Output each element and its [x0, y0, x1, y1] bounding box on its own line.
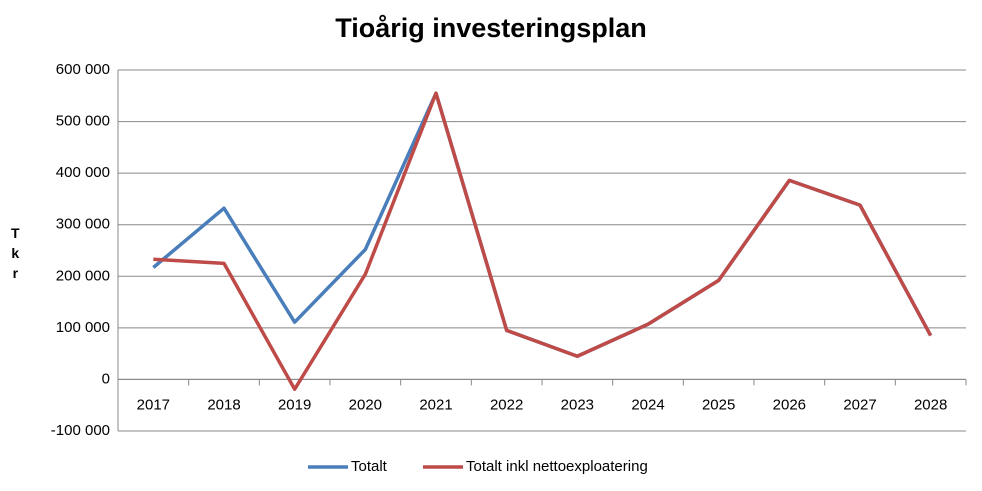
x-tick-label: 2018: [207, 396, 240, 413]
y-tick-label: 500 000: [56, 113, 110, 130]
series-line: [153, 91, 933, 391]
x-tick-label: 2017: [137, 396, 170, 413]
y-tick-label: 200 000: [56, 267, 110, 284]
x-tick-label: 2019: [278, 396, 311, 413]
y-tick-label: 400 000: [56, 164, 110, 181]
x-tick-label: 2027: [843, 396, 876, 413]
x-tick-label: 2024: [631, 396, 664, 413]
legend-label: Totalt: [351, 458, 388, 475]
x-tick-label: 2023: [561, 396, 594, 413]
legend-label: Totalt inkl nettoexploatering: [466, 458, 648, 475]
y-tick-label: 300 000: [56, 216, 110, 233]
x-tick-label: 2028: [914, 396, 947, 413]
y-tick-label: 100 000: [56, 319, 110, 336]
x-tick-label: 2020: [349, 396, 382, 413]
y-axis-label: Tkr: [7, 225, 23, 285]
y-tick-label: 0: [102, 370, 110, 387]
chart-title: Tioårig investeringsplan: [335, 13, 647, 43]
x-tick-label: 2026: [773, 396, 806, 413]
x-tick-label: 2022: [490, 396, 523, 413]
x-tick-label: 2021: [419, 396, 452, 413]
x-tick-label: 2025: [702, 396, 735, 413]
y-tick-label: -100 000: [51, 422, 110, 439]
y-tick-label: 600 000: [56, 61, 110, 78]
